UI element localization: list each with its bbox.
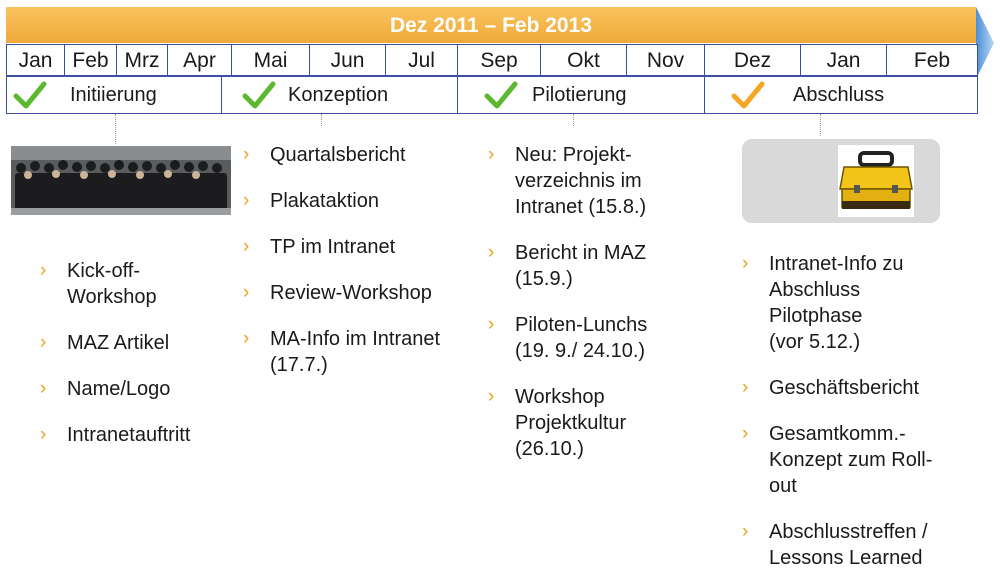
- list-item: › MA-Info im Intranet (17.7.): [243, 328, 441, 376]
- list-item: › Name/Logo: [40, 378, 171, 400]
- chevron-right-icon: ›: [40, 378, 47, 399]
- list-item: › Workshop Projektkultur (26.10.): [488, 386, 627, 460]
- chevron-right-icon: ›: [488, 314, 495, 335]
- list-konzeption: › Quartalsbericht › Plakataktion › TP im In…: [243, 142, 463, 378]
- chevron-right-icon: ›: [488, 386, 495, 407]
- chevron-right-icon: ›: [488, 242, 495, 263]
- phase-label: Konzeption: [288, 84, 389, 106]
- timeline-banner: Dez 2011 – Feb 2013: [6, 7, 976, 43]
- month-dez-2012: Dez: [704, 44, 801, 76]
- month-apr-2012: Apr: [167, 44, 232, 76]
- toolbox-card: [742, 139, 940, 223]
- timeline-title: Dez 2011 – Feb 2013: [390, 14, 592, 37]
- connector-line: [573, 114, 574, 126]
- list-pilotierung: › Neu: Projekt- verzeichnis im Intranet (…: [488, 142, 688, 462]
- list-item: › Neu: Projekt- verzeichnis im Intranet (…: [488, 144, 647, 218]
- month-mrz-2012: Mrz: [116, 44, 168, 76]
- list-item: › MAZ Artikel: [40, 332, 170, 354]
- connector-line: [321, 114, 322, 126]
- list-item: › Piloten-Lunchs (19. 9./ 24.10.): [488, 314, 648, 362]
- month-nov-2012: Nov: [626, 44, 705, 76]
- list-item: › Plakataktion: [243, 190, 379, 212]
- chevron-right-icon: ›: [40, 260, 47, 281]
- phase-label: Abschluss: [793, 84, 885, 106]
- list-initiierung: › Kick-off- Workshop › MAZ Artikel › Name/L…: [40, 258, 230, 448]
- check-icon: [13, 81, 47, 109]
- chevron-right-icon: ›: [40, 424, 47, 445]
- connector-line: [820, 114, 821, 136]
- phase-pilotierung: Pilotierung: [457, 76, 705, 114]
- chevron-right-icon: ›: [243, 190, 250, 211]
- chevron-right-icon: ›: [243, 328, 250, 349]
- list-item: › Kick-off- Workshop: [40, 260, 157, 308]
- list-item: › Gesamtkomm.- Konzept zum Roll- out: [742, 423, 933, 497]
- phase-label: Pilotierung: [532, 84, 627, 106]
- list-item: › TP im Intranet: [243, 236, 396, 258]
- chevron-right-icon: ›: [243, 144, 250, 165]
- month-mai-2012: Mai: [231, 44, 310, 76]
- group-photo: [11, 146, 231, 215]
- check-icon: [731, 81, 765, 109]
- toolbox-icon: [838, 145, 914, 217]
- chevron-right-icon: ›: [243, 282, 250, 303]
- check-icon: [242, 81, 276, 109]
- arrow-right-icon: [976, 7, 994, 79]
- month-jan-2013: Jan: [800, 44, 887, 76]
- phase-konzeption: Konzeption: [221, 76, 458, 114]
- month-feb-2012: Feb: [64, 44, 117, 76]
- list-abschluss: › Intranet-Info zu Abschluss Pilotphase (…: [742, 251, 972, 571]
- list-item: › Abschlusstreffen / Lessons Learned: [742, 521, 928, 569]
- chevron-right-icon: ›: [488, 144, 495, 165]
- chevron-right-icon: ›: [742, 423, 749, 444]
- month-okt-2012: Okt: [540, 44, 627, 76]
- list-item: › Quartalsbericht: [243, 144, 406, 166]
- list-item: › Intranetauftritt: [40, 424, 191, 446]
- chevron-right-icon: ›: [742, 521, 749, 542]
- connector-line: [115, 114, 116, 144]
- list-item: › Intranet-Info zu Abschluss Pilotphase (…: [742, 253, 904, 353]
- chevron-right-icon: ›: [742, 377, 749, 398]
- phase-abschluss: Abschluss: [704, 76, 978, 114]
- month-sep-2012: Sep: [457, 44, 541, 76]
- month-jun-2012: Jun: [309, 44, 386, 76]
- chevron-right-icon: ›: [742, 253, 749, 274]
- month-jul-2012: Jul: [385, 44, 458, 76]
- phase-label: Initiierung: [70, 84, 157, 106]
- list-item: › Bericht in MAZ (15.9.): [488, 242, 647, 290]
- month-feb-2013: Feb: [886, 44, 978, 76]
- chevron-right-icon: ›: [40, 332, 47, 353]
- list-item: › Review-Workshop: [243, 282, 432, 304]
- month-jan-2012: Jan: [6, 44, 65, 76]
- list-item: › Geschäftsbericht: [742, 377, 920, 399]
- check-icon: [484, 81, 518, 109]
- chevron-right-icon: ›: [243, 236, 250, 257]
- phase-initiierung: Initiierung: [6, 76, 222, 114]
